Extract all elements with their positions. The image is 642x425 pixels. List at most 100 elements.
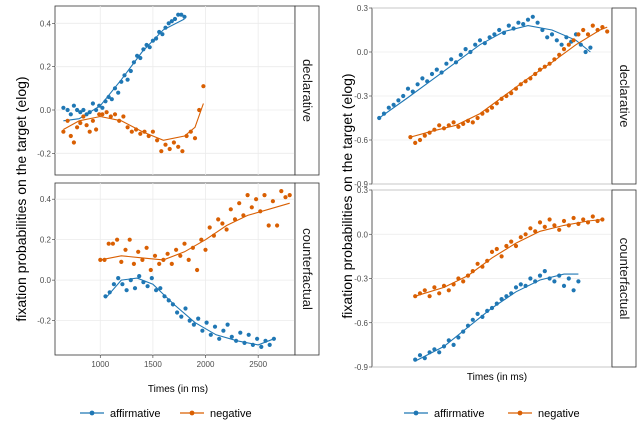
- right-point-negative: [475, 115, 480, 121]
- left-point-negative: [146, 133, 151, 139]
- left-point-affirmative: [103, 99, 108, 104]
- left-point-negative: [161, 257, 166, 262]
- left-point-negative: [169, 261, 174, 266]
- right-point-affirmative: [475, 311, 480, 316]
- right-point-affirmative: [583, 49, 588, 55]
- left-point-affirmative: [138, 55, 143, 61]
- right-point-affirmative: [564, 35, 569, 40]
- right-point-affirmative: [468, 49, 473, 55]
- right-point-negative: [557, 227, 562, 232]
- right-point-affirmative: [381, 111, 387, 116]
- left-point-affirmative: [61, 105, 66, 110]
- right-point-affirmative: [535, 20, 540, 25]
- right-y-tick-label: -0.3: [354, 275, 368, 284]
- left-point-negative: [102, 257, 107, 262]
- left-point-negative: [279, 189, 284, 194]
- right-point-negative: [504, 243, 509, 249]
- right-point-affirmative: [465, 323, 471, 328]
- left-point-affirmative: [176, 12, 181, 17]
- left-point-affirmative: [166, 298, 171, 303]
- right-point-negative: [552, 57, 557, 62]
- left-y-tick-label: 0.0: [40, 276, 52, 285]
- right-point-affirmative: [578, 42, 583, 47]
- left-point-affirmative: [116, 276, 121, 281]
- right-y-tick-label: 0.3: [357, 4, 369, 13]
- left-y-tick-label: -0.2: [37, 317, 51, 326]
- left-point-affirmative: [242, 340, 247, 345]
- right-point-negative: [465, 118, 471, 123]
- left-point-negative: [68, 133, 73, 139]
- right-point-affirmative: [497, 27, 502, 33]
- left-point-negative: [157, 261, 162, 266]
- right-point-affirmative: [417, 353, 423, 358]
- right-panel-declarative: -0.9 -0.6 -0.3 0.0 0.3 declarative: [354, 4, 637, 189]
- right-point-affirmative: [552, 279, 557, 284]
- left-x-tick-label: 2000: [197, 360, 215, 369]
- left-point-affirmative: [124, 288, 129, 293]
- right-point-negative: [585, 32, 591, 37]
- left-point-negative: [78, 120, 83, 126]
- left-point-negative: [176, 144, 181, 149]
- right-point-affirmative: [561, 283, 567, 288]
- left-point-negative: [112, 112, 118, 117]
- left-point-affirmative: [234, 338, 239, 343]
- right-point-affirmative: [576, 279, 581, 284]
- left-point-affirmative: [135, 53, 140, 58]
- right-point-affirmative: [396, 98, 401, 103]
- right-point-negative: [437, 123, 442, 128]
- right-point-affirmative: [537, 273, 543, 278]
- left-point-affirmative: [169, 19, 174, 24]
- left-point-negative: [117, 118, 122, 123]
- right-point-negative: [494, 101, 499, 106]
- left-point-negative: [178, 253, 183, 258]
- right-point-negative: [590, 214, 595, 219]
- right-point-affirmative: [542, 269, 547, 274]
- right-point-negative: [456, 124, 461, 129]
- right-point-affirmative: [499, 297, 504, 302]
- left-point-negative: [75, 125, 80, 130]
- right-point-negative: [533, 229, 538, 234]
- right-point-negative: [499, 254, 504, 259]
- left-point-affirmative: [259, 344, 264, 349]
- left-point-negative: [201, 84, 206, 89]
- right-point-negative: [537, 220, 543, 225]
- right-point-negative: [509, 91, 514, 96]
- left-y-axis-label: fixation probabilities on the target (el…: [13, 76, 29, 321]
- right-point-affirmative: [559, 42, 564, 47]
- left-y-tick-label: 0.4: [40, 195, 52, 204]
- right-point-negative: [576, 221, 581, 226]
- left-point-negative: [71, 140, 76, 145]
- right-point-affirmative: [461, 329, 466, 334]
- left-point-affirmative: [106, 94, 111, 100]
- right-legend: affirmative negative: [404, 408, 580, 420]
- right-point-affirmative: [413, 357, 418, 362]
- right-point-affirmative: [554, 38, 559, 43]
- left-strip-label-1: counterfactual: [300, 228, 315, 310]
- left-point-affirmative: [90, 101, 95, 106]
- right-point-affirmative: [441, 344, 447, 349]
- left-point-affirmative: [196, 316, 201, 321]
- right-point-affirmative: [566, 276, 571, 281]
- left-point-negative: [287, 193, 292, 198]
- left-point-affirmative: [163, 25, 168, 30]
- left-point-affirmative: [150, 38, 155, 43]
- right-point-affirmative: [422, 356, 427, 361]
- left-point-negative: [127, 237, 132, 242]
- right-point-negative: [446, 288, 451, 293]
- left-point-negative: [61, 129, 66, 134]
- left-point-affirmative: [81, 107, 86, 113]
- left-point-affirmative: [128, 68, 133, 74]
- right-point-negative: [451, 120, 456, 125]
- left-fit-negative: [100, 202, 290, 261]
- right-point-negative: [494, 246, 499, 252]
- left-point-affirmative: [84, 112, 89, 117]
- left-point-negative: [155, 138, 160, 143]
- left-point-affirmative: [208, 332, 213, 337]
- right-y-tick-label: 0.0: [357, 230, 369, 239]
- right-point-affirmative: [425, 79, 430, 84]
- left-point-affirmative: [182, 14, 187, 19]
- left-x-axis-label: Times (in ms): [148, 384, 208, 395]
- left-point-negative: [125, 125, 130, 130]
- left-point-affirmative: [221, 328, 226, 333]
- left-point-affirmative: [137, 274, 142, 279]
